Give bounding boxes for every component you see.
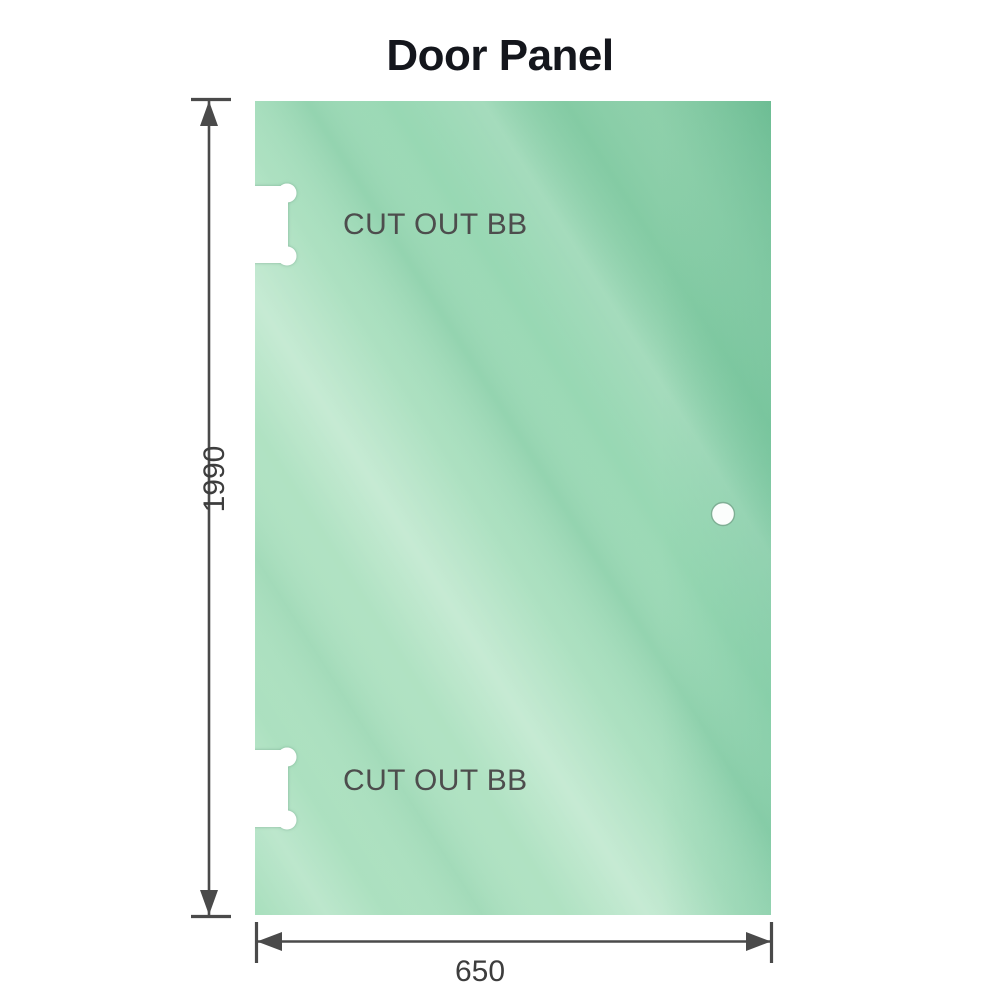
cut-out-bb-bottom-label: CUT OUT BB [343, 764, 528, 797]
height-arrow-down [200, 890, 218, 915]
height-dimension-label: 1990 [198, 445, 231, 513]
cut-out-bb-top-label: CUT OUT BB [343, 208, 528, 241]
width-arrow-left [257, 932, 282, 951]
cut-out-bb-top-shape [255, 183, 297, 266]
cut-out-bb-bottom-shape [255, 747, 297, 830]
width-dimension-label: 650 [454, 955, 506, 988]
page-title: Door Panel [386, 31, 614, 80]
handle-hole-shape [710, 501, 736, 527]
height-arrow-up [200, 101, 218, 126]
glass-panel-graphic [255, 101, 771, 915]
width-arrow-right [746, 932, 771, 951]
glass-panel [255, 101, 771, 915]
